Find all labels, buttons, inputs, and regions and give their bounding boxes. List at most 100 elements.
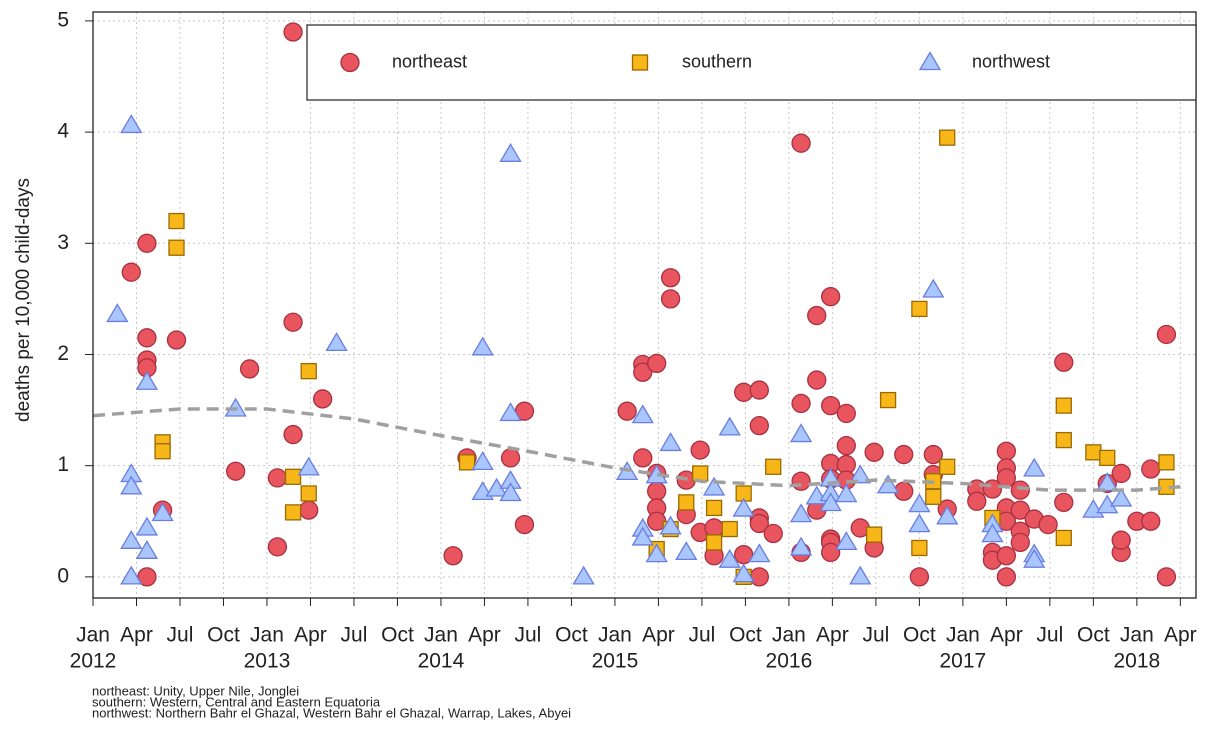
x-year-label: 2012 <box>70 650 117 673</box>
point <box>791 133 811 153</box>
x-tick-label: Jan <box>76 624 110 647</box>
point <box>732 563 755 583</box>
x-tick-label: Apr <box>120 624 153 647</box>
x-tick-label: Jan <box>424 624 458 647</box>
point <box>749 415 769 436</box>
y-tick-label: 0 <box>57 564 69 587</box>
point <box>718 416 741 436</box>
point <box>922 278 945 298</box>
point <box>660 289 681 309</box>
point <box>835 483 858 503</box>
point <box>923 444 943 465</box>
x-year-label: 2014 <box>418 650 465 673</box>
point <box>836 403 856 424</box>
point <box>284 468 302 485</box>
point <box>807 305 827 326</box>
point <box>135 516 159 536</box>
point <box>120 114 143 134</box>
point <box>226 461 246 481</box>
legend-marker <box>340 52 360 73</box>
point <box>705 534 723 551</box>
point <box>300 485 317 502</box>
legend-label: northeast <box>392 51 467 71</box>
x-year-label: 2013 <box>244 650 291 673</box>
point <box>705 499 723 517</box>
point <box>807 370 827 390</box>
point <box>471 336 494 356</box>
point <box>749 567 769 587</box>
point <box>168 212 185 230</box>
point <box>443 546 463 566</box>
legend-label: northwest <box>972 51 1050 71</box>
point <box>1141 459 1161 479</box>
point <box>1111 463 1131 484</box>
point <box>617 401 637 421</box>
point <box>267 468 288 488</box>
x-tick-label: Jul <box>341 624 368 647</box>
point <box>1085 444 1102 461</box>
point <box>499 402 522 422</box>
point <box>791 393 811 414</box>
point <box>135 370 159 390</box>
point <box>721 520 738 538</box>
point <box>137 233 157 253</box>
point <box>718 548 741 568</box>
point <box>500 448 521 468</box>
point <box>876 474 900 494</box>
x-tick-label: Oct <box>381 624 414 647</box>
point <box>499 482 522 502</box>
point <box>763 523 783 544</box>
point <box>908 493 931 513</box>
x-tick-label: Jul <box>1036 624 1063 647</box>
point <box>284 504 302 521</box>
point <box>789 536 813 556</box>
point <box>909 567 930 587</box>
y-tick-label: 4 <box>57 120 69 143</box>
point <box>789 423 813 443</box>
point <box>151 502 174 522</box>
x-tick-label: Apr <box>642 624 675 647</box>
x-tick-label: Jul <box>862 624 889 647</box>
point <box>659 432 682 452</box>
point <box>1158 454 1175 471</box>
point <box>749 513 769 534</box>
point <box>732 497 755 517</box>
x-tick-label: Apr <box>816 624 849 647</box>
point <box>1023 548 1046 568</box>
x-year-label: 2015 <box>592 650 639 673</box>
point <box>121 262 141 282</box>
point <box>514 514 535 535</box>
point <box>864 442 884 462</box>
point <box>325 332 348 352</box>
point <box>936 505 959 525</box>
point <box>1054 492 1074 513</box>
point <box>154 443 171 460</box>
point <box>789 503 813 523</box>
point <box>166 330 187 350</box>
point <box>1010 532 1030 553</box>
footnote: northeast: Unity, Upper Nile, Jonglei <box>92 683 299 698</box>
point <box>299 500 319 520</box>
x-tick-label: Oct <box>207 624 240 647</box>
point <box>297 456 320 476</box>
point <box>1111 530 1131 550</box>
point <box>879 391 897 409</box>
point <box>911 300 928 318</box>
point <box>835 531 858 551</box>
x-tick-label: Oct <box>903 624 936 647</box>
point <box>283 312 303 332</box>
trend-line <box>92 407 1181 492</box>
point <box>1038 514 1058 535</box>
point <box>647 481 667 501</box>
y-axis-label: deaths per 10,000 child-days <box>13 178 34 422</box>
point <box>748 543 771 563</box>
point <box>239 359 260 379</box>
legend-marker <box>631 54 649 71</box>
point <box>967 491 987 511</box>
x-tick-label: Apr <box>468 624 501 647</box>
x-tick-label: Jul <box>167 624 194 647</box>
point <box>645 543 668 563</box>
point <box>704 518 724 538</box>
x-tick-label: Jul <box>688 624 715 647</box>
